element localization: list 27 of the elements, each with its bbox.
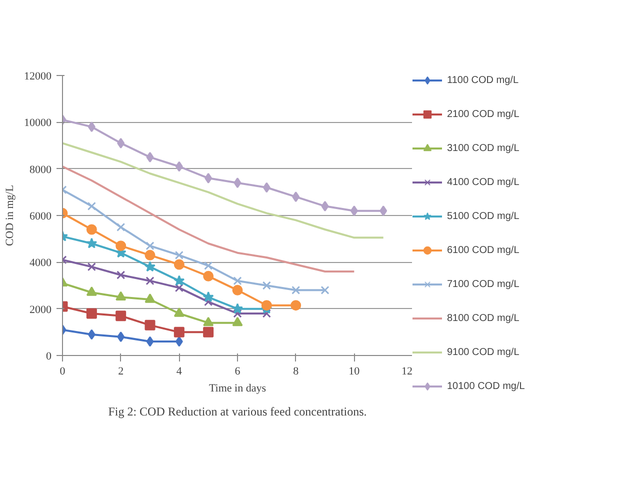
legend-label: 1100 COD mg/L (447, 74, 519, 86)
y-tick-label: 8000 (30, 164, 52, 176)
y-tick-label: 2000 (30, 304, 52, 316)
legend-label: 3100 COD mg/L (447, 142, 520, 154)
x-tick-label: 0 (60, 366, 66, 378)
legend-label: 2100 COD mg/L (447, 108, 520, 120)
y-tick-label: 10000 (24, 117, 52, 130)
legend-label: 8100 COD mg/L (447, 312, 520, 324)
x-tick-label: 2 (118, 366, 124, 378)
y-tick-label: 6000 (30, 210, 52, 222)
x-tick-label: 6 (234, 366, 241, 378)
legend-label: 7100 COD mg/L (447, 278, 520, 290)
legend-label: 5100 COD mg/L (447, 210, 520, 222)
x-axis-title: Time in days (208, 382, 266, 394)
y-tick-label: 0 (46, 350, 52, 362)
x-tick-label: 4 (176, 366, 182, 378)
legend-label: 10100 COD mg/L (447, 380, 525, 392)
caption: Fig 2: COD Reduction at various feed concentrations. (108, 404, 367, 418)
legend-label: 9100 COD mg/L (447, 346, 520, 358)
y-tick-label: 4000 (30, 257, 52, 270)
legend-label: 6100 COD mg/L (447, 244, 520, 256)
legend-label: 4100 COD mg/L (447, 176, 520, 188)
x-tick-label: 12 (402, 366, 412, 378)
x-tick-label: 10 (348, 366, 360, 378)
x-tick-label: 8 (293, 366, 300, 378)
y-tick-label: 12000 (24, 70, 52, 82)
y-axis-title: COD in mg/L (4, 184, 16, 246)
